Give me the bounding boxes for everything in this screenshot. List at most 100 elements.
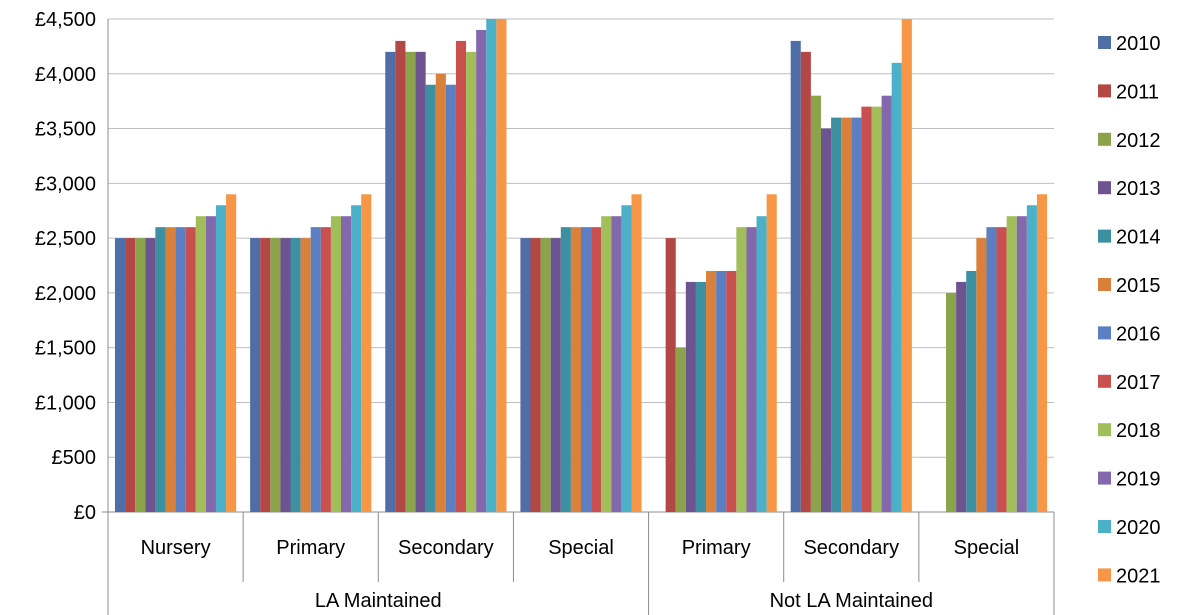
bar [226,194,237,513]
bar [746,227,757,512]
bar [800,51,811,512]
legend-label: 2018 [1116,420,1161,442]
bar [455,40,467,513]
bar [631,194,642,513]
bar [810,95,821,512]
y-tick-label: £1,000 [35,392,96,414]
x-tick-label: Primary [682,537,751,559]
bar [901,19,912,512]
y-tick-label: £0 [74,502,96,524]
bar [1036,194,1048,513]
bar [685,281,696,512]
bar [540,238,551,512]
legend-label: 2013 [1116,178,1161,200]
bar [486,19,497,512]
bar [831,117,842,512]
bar [871,106,882,513]
group-label: Not LA Maintained [770,590,933,612]
bar [621,205,632,512]
bar [165,227,176,512]
bar [114,238,126,512]
bar [361,194,372,513]
bars [114,19,1048,513]
bar [861,106,872,513]
bar [976,238,987,512]
bar [726,270,737,512]
legend-swatch [1098,374,1111,388]
legend-swatch [1098,568,1111,582]
legend-label: 2021 [1116,565,1161,587]
x-tick-label: Primary [276,537,345,559]
legend-label: 2012 [1116,130,1161,152]
bar [530,238,541,512]
bar [766,194,777,513]
bar [395,40,406,513]
legend-label: 2015 [1116,275,1161,297]
y-tick-label: £4,500 [35,9,96,31]
bar [466,51,477,512]
group-label: LA Maintained [315,590,442,612]
bar [435,73,446,513]
bar [966,270,977,512]
bar [956,281,967,512]
legend-swatch [1098,471,1111,485]
bar [175,227,186,512]
x-axis-category-labels: Nursery Primary Secondary Special Primary Sec… [107,512,1055,582]
bar [560,227,571,512]
bar [841,117,852,512]
bar [496,19,507,512]
x-tick-label: Special [954,537,1020,559]
y-tick-label: £2,500 [35,228,96,250]
bar [706,270,717,512]
bar [145,238,156,512]
bar [665,238,676,512]
bar [570,227,581,512]
bar [695,281,707,512]
bar [310,227,321,512]
bar [986,227,997,512]
bar [155,227,166,512]
bar [946,292,957,512]
y-tick-label: £1,500 [35,338,96,360]
y-tick-label: £4,000 [35,64,96,86]
x-tick-label: Secondary [398,537,494,559]
legend-label: 2017 [1116,372,1161,394]
bar [125,238,136,512]
bar [756,216,767,512]
bar [476,29,487,512]
legend-label: 2016 [1116,323,1161,345]
bar [351,205,362,512]
bar [341,216,352,512]
y-axis-tick-labels: £0 £500 £1,000 £1,500 £2,000 £2,500 £3,000 £3,5… [35,9,96,524]
legend-label: 2019 [1116,469,1161,491]
bar [1016,216,1027,512]
bar [581,227,592,512]
bar [790,40,801,513]
bar [550,238,561,512]
bar [675,347,686,512]
legend-swatch [1098,520,1111,533]
y-tick-label: £2,000 [35,283,96,305]
legend-swatch [1098,181,1111,195]
legend-swatch [1098,229,1111,243]
bar [270,238,281,512]
bar [260,238,271,512]
bar [1026,205,1037,512]
bar [385,51,396,512]
legend-label: 2011 [1116,81,1159,103]
bar [601,216,612,512]
bar [330,216,342,512]
legend-label: 2010 [1116,33,1161,55]
bar [881,95,892,512]
legend: 2010 2011 2012 2013 2014 2015 2016 2017 2018 2019… [1098,33,1161,587]
bar [250,238,261,512]
y-tick-label: £3,500 [35,119,96,141]
x-axis-group-labels: LA Maintained Not LA Maintained [107,582,1055,615]
bar [716,270,727,512]
x-tick-label: Secondary [803,537,899,559]
bar [135,238,146,512]
bar [185,227,196,512]
bar [820,128,832,513]
